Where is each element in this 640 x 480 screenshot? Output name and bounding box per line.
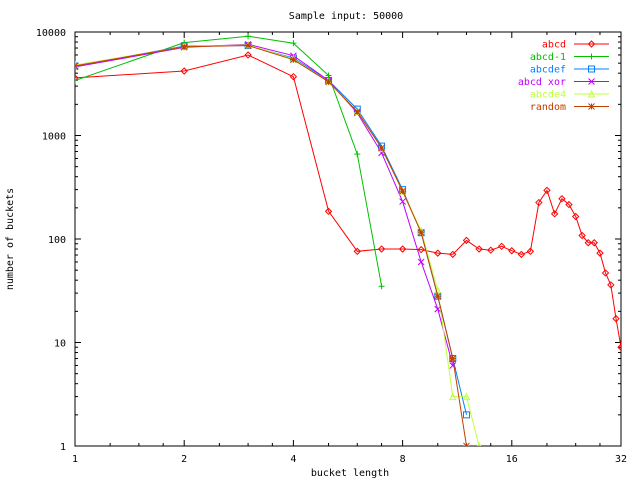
data-point-abcde4-marker <box>448 392 457 401</box>
data-point-abcd-1-marker <box>75 77 78 84</box>
y-tick-label: 1 <box>60 442 66 453</box>
series-group <box>75 33 621 446</box>
data-point-abcd-1-marker <box>245 33 252 40</box>
legend-item-abcd-1: abcd-1 <box>530 52 609 63</box>
legend-label: abcd xor <box>518 77 566 88</box>
data-point-abcd-marker <box>526 247 535 256</box>
legend-abcde4-marker <box>587 89 596 98</box>
chart-title: Sample input: 50000 <box>289 11 403 22</box>
data-point-abcd-marker <box>462 236 471 245</box>
y-tick-label: 10 <box>54 339 66 350</box>
legend-label: abcd <box>542 40 566 51</box>
series-abcd-1 <box>75 33 385 290</box>
data-point-abcd-marker <box>434 249 442 257</box>
y-tick-label: 100 <box>48 235 66 246</box>
data-point-abcd-marker <box>75 74 79 82</box>
legend-abcd-1-marker <box>588 53 595 60</box>
data-point-abcd-marker <box>289 72 298 81</box>
legend-label: abcdef <box>530 65 566 76</box>
x-axis-label: bucket length <box>311 468 389 479</box>
data-point-abcd-marker <box>612 314 620 323</box>
legend-label: abcde4 <box>530 90 566 101</box>
data-point-abcd-marker <box>417 245 425 254</box>
data-point-random-marker <box>417 229 425 237</box>
axes: 1 2 4 8 16 32 1 10 100 1000 10000 <box>36 28 627 465</box>
x-tick-label: 8 <box>400 454 406 465</box>
data-point-random-marker <box>180 43 188 51</box>
legend-item-abcdef: abcdef <box>530 65 609 76</box>
x-tick-label: 1 <box>72 454 78 465</box>
data-point-random-marker <box>378 144 385 152</box>
data-point-abcd-1-marker <box>354 151 361 158</box>
legend-item-abcd: abcd <box>542 40 609 51</box>
data-point-abcdef-marker <box>462 411 470 419</box>
data-point-abcd-marker <box>596 249 604 257</box>
legend-item-abcde4: abcde4 <box>530 90 609 101</box>
x-tick-label: 4 <box>290 454 296 465</box>
data-point-abcd-marker <box>584 239 592 247</box>
data-point-abcd-marker <box>398 245 407 253</box>
data-point-abcd-marker <box>324 207 333 216</box>
data-point-abcd-marker <box>617 343 621 351</box>
data-point-abcd-marker <box>590 239 598 247</box>
y-tick-label: 10000 <box>36 28 66 39</box>
legend-item-abcd-xor: abcd xor <box>518 77 609 88</box>
data-point-abcd-marker <box>497 242 506 251</box>
data-point-abcd-xor-marker <box>449 362 457 369</box>
data-point-abcd-marker <box>550 210 559 218</box>
data-point-random-marker <box>325 78 332 86</box>
data-point-abcd-marker <box>475 245 483 253</box>
x-tick-label: 32 <box>615 454 627 465</box>
data-point-abcd-marker <box>377 245 386 253</box>
data-point-abcd-marker <box>578 231 586 240</box>
data-point-abcd-marker <box>558 195 566 203</box>
data-point-random-marker <box>353 108 361 116</box>
x-tick-label: 2 <box>181 454 187 465</box>
y-axis-label: number of buckets <box>5 188 16 290</box>
data-point-random-marker <box>449 355 457 362</box>
data-point-abcd-marker <box>535 198 543 207</box>
series-random <box>75 42 470 446</box>
data-point-abcd-marker <box>487 246 495 254</box>
data-point-abcd-marker <box>565 200 573 209</box>
data-point-abcde4-marker <box>462 392 471 401</box>
data-point-random-marker <box>434 292 442 300</box>
data-point-abcd-marker <box>543 186 551 195</box>
data-point-abcd-marker <box>353 247 361 256</box>
data-point-random-marker <box>244 42 252 49</box>
data-point-abcd-marker <box>508 247 516 255</box>
data-point-abcd-marker <box>571 212 580 221</box>
legend-label: random <box>530 102 566 113</box>
data-point-abcd-1-marker <box>378 283 385 290</box>
legend-abcdef-marker <box>588 65 595 73</box>
legend-item-random: random <box>530 102 609 113</box>
data-point-random-marker <box>399 187 406 195</box>
data-point-abcd-marker <box>607 281 615 289</box>
series-line-abcd <box>75 54 621 348</box>
data-point-abcd-xor-marker <box>399 198 406 205</box>
y-tick-label: 1000 <box>42 132 66 143</box>
data-point-abcd-1-marker <box>290 40 297 47</box>
x-tick-label: 16 <box>506 454 518 465</box>
data-point-random-marker <box>290 56 297 64</box>
data-point-abcd-xor-marker <box>417 258 425 266</box>
data-point-abcde4-marker <box>377 144 386 152</box>
legend-label: abcd-1 <box>530 52 566 63</box>
data-point-abcd-marker <box>601 269 610 277</box>
data-point-abcd-marker <box>180 67 188 75</box>
data-point-abcd-marker <box>449 250 457 259</box>
legend-random-marker <box>588 103 595 110</box>
data-point-abcd-marker <box>517 250 526 259</box>
legend-abcd-xor-marker <box>588 78 595 85</box>
data-point-abcd-marker <box>244 51 252 59</box>
series-line-random <box>75 44 467 446</box>
legend-abcd-marker <box>587 40 596 48</box>
series-abcd <box>75 51 621 351</box>
